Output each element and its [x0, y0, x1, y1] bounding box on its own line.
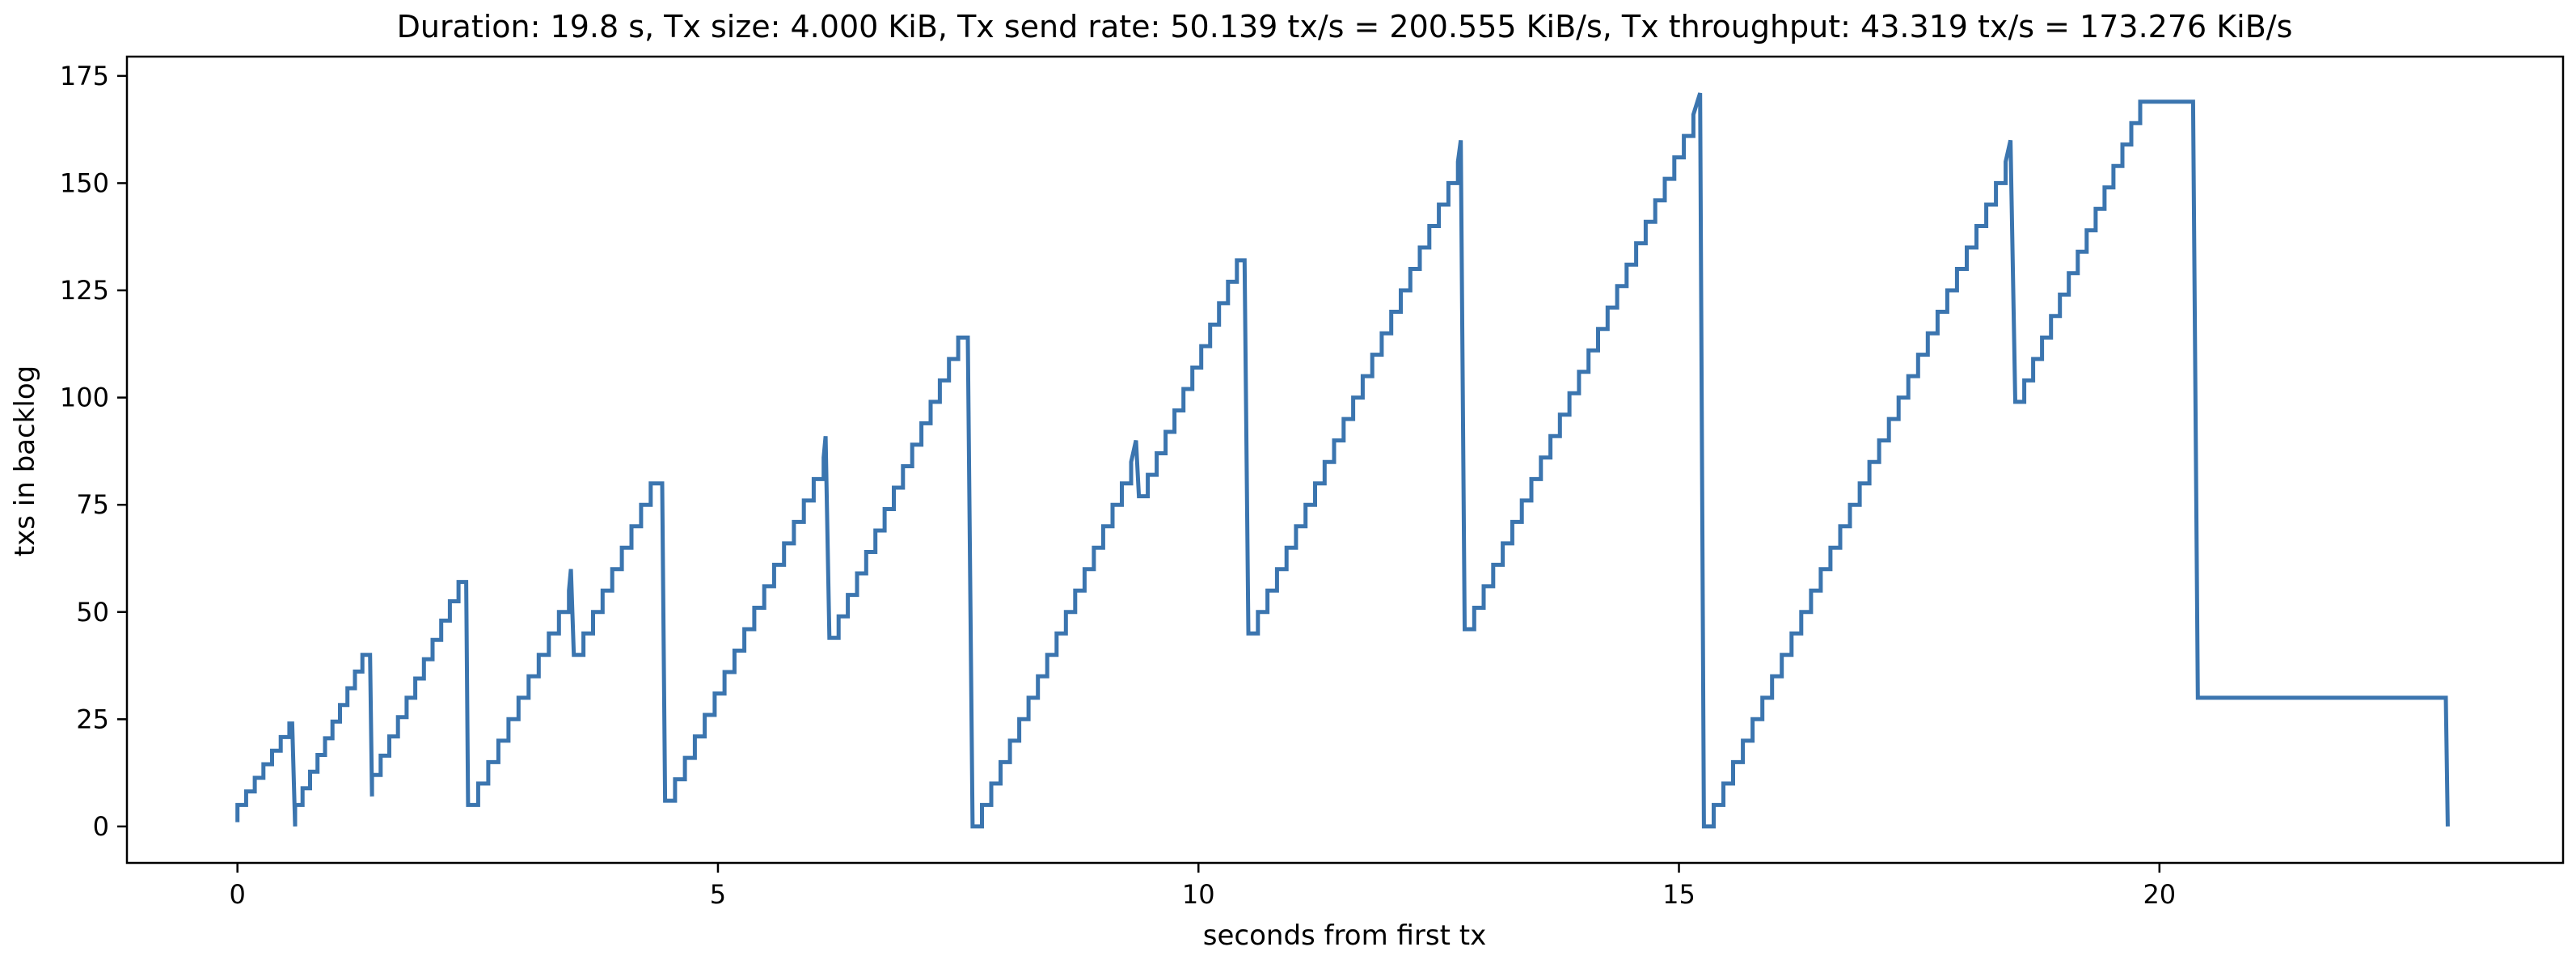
y-tick-label: 100 — [60, 383, 109, 413]
y-tick-label: 150 — [60, 167, 109, 198]
plot-frame — [125, 55, 2565, 865]
y-tick-label: 25 — [76, 704, 109, 734]
y-tick-label: 50 — [76, 597, 109, 628]
x-tick-label: 20 — [2143, 879, 2176, 910]
x-tick-label: 0 — [230, 879, 246, 910]
x-tick-label: 15 — [1662, 879, 1696, 910]
y-tick-label: 0 — [93, 811, 109, 842]
y-tick-label: 125 — [60, 275, 109, 306]
y-tick-label: 175 — [60, 61, 109, 91]
y-axis-label: txs in backlog — [9, 366, 41, 556]
series-line — [235, 92, 2450, 829]
x-tick-label: 5 — [710, 879, 726, 910]
chart-title: Duration: 19.8 s, Tx size: 4.000 KiB, Tx… — [397, 9, 2293, 44]
y-tick-label: 75 — [76, 489, 109, 520]
y-axis: 0 25 50 75 100 125 150 175 — [60, 61, 127, 842]
x-axis: 0 5 10 15 20 — [230, 863, 2176, 910]
plot-area — [125, 55, 2565, 865]
x-tick-label: 10 — [1182, 879, 1215, 910]
x-axis-label: seconds from first tx — [1203, 920, 1486, 952]
